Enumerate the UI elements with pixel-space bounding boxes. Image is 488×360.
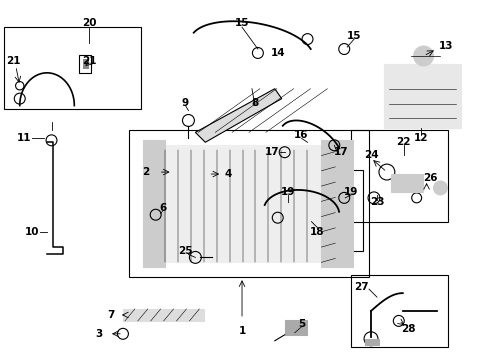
Circle shape	[433, 181, 447, 195]
Bar	[4, 27, 141, 109]
Text: 24: 24	[363, 150, 378, 160]
Bar	[83, 59, 89, 69]
Text: 10: 10	[24, 226, 39, 237]
Text: 25: 25	[178, 247, 192, 256]
Text: 19: 19	[280, 187, 294, 197]
Bar	[164, 145, 320, 262]
Text: 19: 19	[343, 187, 358, 197]
Text: 21: 21	[82, 56, 96, 66]
Text: 15: 15	[346, 31, 361, 41]
Text: 2: 2	[142, 167, 149, 177]
Bar	[205, 170, 213, 180]
Text: 12: 12	[412, 133, 427, 143]
Bar	[142, 140, 164, 267]
Text: 21: 21	[6, 56, 21, 66]
Bar	[365, 339, 378, 345]
Text: 7: 7	[107, 310, 115, 320]
Bar	[284, 320, 306, 335]
Polygon shape	[195, 89, 281, 142]
Text: 20: 20	[82, 18, 96, 28]
Bar	[321, 140, 352, 267]
Text: 5: 5	[297, 319, 305, 329]
Text: 13: 13	[438, 41, 453, 51]
Bar	[271, 170, 362, 251]
Text: 14: 14	[270, 48, 285, 58]
Text: 1: 1	[238, 326, 245, 336]
Bar	[129, 130, 368, 277]
Circle shape	[413, 46, 433, 66]
Bar	[202, 167, 220, 182]
Bar	[383, 64, 460, 129]
Text: 18: 18	[309, 226, 324, 237]
Bar	[122, 309, 204, 321]
Bar	[79, 55, 91, 73]
Text: 17: 17	[264, 147, 279, 157]
Bar	[350, 275, 447, 347]
Text: 4: 4	[224, 169, 231, 179]
Text: 3: 3	[95, 329, 102, 339]
Text: 9: 9	[182, 98, 189, 108]
Text: 23: 23	[369, 197, 384, 207]
Text: 15: 15	[234, 18, 249, 28]
Text: 27: 27	[353, 282, 367, 292]
Text: 16: 16	[294, 130, 308, 140]
Text: 22: 22	[396, 137, 410, 147]
Text: 6: 6	[159, 203, 166, 213]
Text: 11: 11	[17, 133, 31, 143]
Bar	[350, 130, 447, 222]
Bar	[390, 174, 422, 192]
Text: 8: 8	[251, 98, 258, 108]
Text: 17: 17	[333, 147, 348, 157]
Text: 28: 28	[401, 324, 415, 334]
Text: 26: 26	[423, 173, 437, 183]
